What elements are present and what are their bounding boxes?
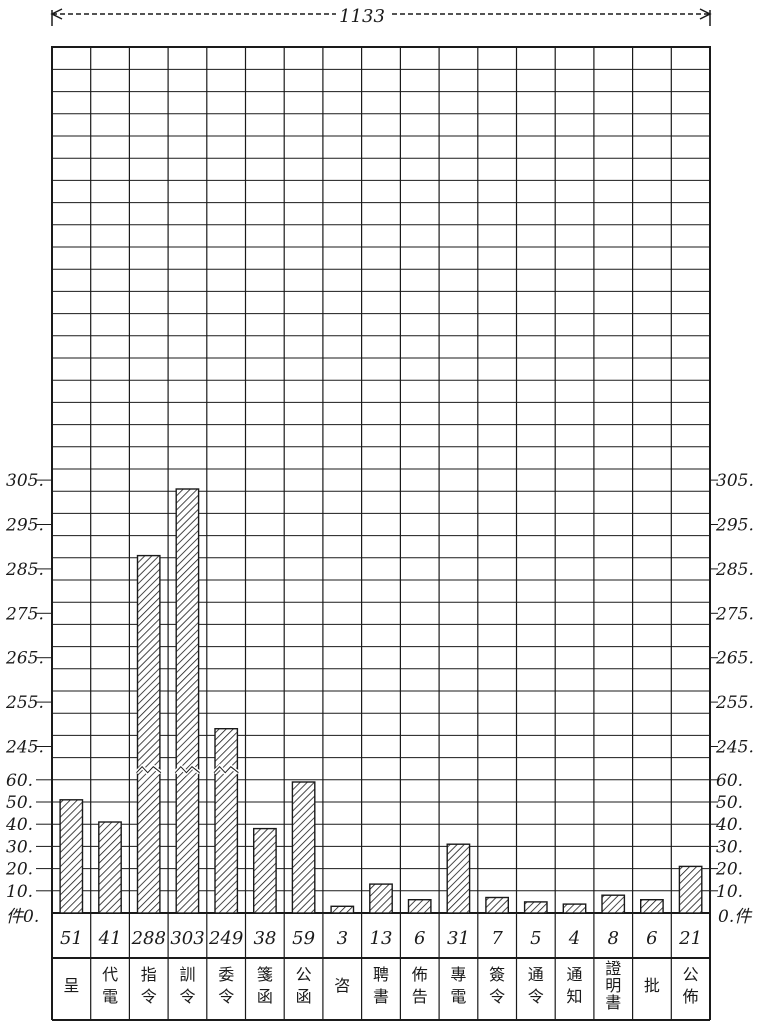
bar — [407, 899, 432, 914]
axis-break-mark — [213, 765, 239, 774]
bar — [562, 903, 587, 914]
category-label: 專電 — [450, 965, 466, 1006]
bar — [446, 843, 471, 914]
category-label: 通令 — [528, 965, 544, 1006]
y-tick-label-left: 285. — [5, 560, 44, 580]
bar — [136, 554, 161, 914]
y-tick-label-right: 255. — [715, 693, 754, 713]
chart-title: 1133 — [339, 6, 385, 27]
value-label: 6 — [414, 928, 425, 949]
category-label: 聘書 — [373, 965, 389, 1006]
bar — [678, 865, 703, 914]
category-label: 指令 — [141, 965, 157, 1006]
y-tick-label-right: 50. — [716, 793, 743, 813]
y-tick-label-left: 40. — [5, 815, 33, 835]
value-label: 4 — [568, 928, 580, 949]
y-tick-label-left: 295. — [5, 516, 44, 536]
value-label: 8 — [607, 928, 618, 949]
y-tick-label-left: 30. — [6, 837, 33, 857]
y-zero-left: 件0. — [6, 907, 39, 927]
grid — [36, 8, 718, 1021]
value-label: 3 — [337, 928, 348, 949]
y-tick-label-left: 305. — [6, 471, 44, 491]
category-label: 呈 — [63, 976, 79, 995]
category-label: 公函 — [296, 965, 312, 1006]
axis-break-mark — [174, 765, 200, 774]
y-tick-label-left: 255. — [5, 693, 44, 713]
y-tick-label-right: 20. — [715, 860, 743, 880]
value-label: 59 — [292, 928, 315, 949]
category-label: 訓令 — [179, 965, 195, 1006]
value-label: 249 — [208, 928, 243, 949]
category-label: 箋函 — [257, 965, 273, 1006]
y-tick-label-right: 265. — [715, 649, 754, 669]
value-label: 41 — [98, 928, 122, 949]
value-label: 31 — [447, 928, 470, 949]
y-tick-label-left: 265. — [5, 649, 44, 669]
axis-break-mark — [136, 765, 162, 774]
bar — [252, 827, 277, 914]
y-tick-label-right: 245. — [715, 738, 754, 758]
category-label: 委令 — [218, 965, 234, 1006]
y-tick-label-right: 285. — [715, 560, 754, 580]
bar — [59, 799, 84, 914]
category-label: 公佈 — [683, 965, 699, 1006]
y-tick-label-right: 275. — [715, 604, 754, 624]
value-label: 21 — [678, 928, 702, 949]
category-label: 通知 — [566, 965, 582, 1006]
y-tick-label-right: 60. — [716, 771, 743, 791]
bar — [175, 488, 200, 914]
y-tick-label-right: 30. — [716, 837, 743, 857]
value-label: 7 — [491, 928, 503, 949]
value-label: 6 — [646, 928, 657, 949]
y-tick-label-left: 60. — [6, 771, 33, 791]
bar — [640, 899, 664, 914]
category-label: 簽令 — [489, 965, 505, 1006]
category-label: 批 — [644, 976, 660, 995]
category-label: 佈告 — [412, 965, 428, 1006]
value-label: 288 — [131, 928, 166, 949]
y-tick-label-left: 10. — [6, 882, 33, 902]
bar — [369, 883, 393, 914]
y-tick-label-left: 245. — [5, 738, 44, 758]
category-label: 代電 — [102, 965, 118, 1006]
value-label: 303 — [170, 928, 204, 949]
value-label: 5 — [530, 928, 541, 949]
bar — [523, 901, 548, 914]
category-label: 證明書 — [605, 959, 621, 1012]
y-tick-label-right: 305. — [716, 471, 754, 491]
y-zero-right: 0.件 — [718, 907, 753, 927]
y-tick-label-left: 50. — [6, 793, 33, 813]
y-tick-label-left: 20. — [5, 860, 33, 880]
y-tick-label-right: 295. — [715, 516, 754, 536]
y-tick-label-right: 40. — [715, 815, 743, 835]
bar — [485, 896, 509, 914]
value-label: 38 — [253, 928, 276, 949]
value-label: 51 — [60, 928, 83, 949]
category-label: 咨 — [334, 976, 350, 995]
bar — [98, 821, 122, 914]
bar — [214, 728, 239, 914]
bar — [601, 894, 626, 914]
y-tick-label-left: 275. — [5, 604, 44, 624]
bars — [59, 488, 703, 914]
value-label: 13 — [370, 928, 393, 949]
bar — [291, 781, 316, 914]
labels: 1133 件0. 0.件 305. 305. 295. 295. 285. 285. 275… — [5, 6, 754, 1012]
y-tick-label-right: 10. — [716, 882, 743, 902]
bar — [330, 905, 355, 914]
